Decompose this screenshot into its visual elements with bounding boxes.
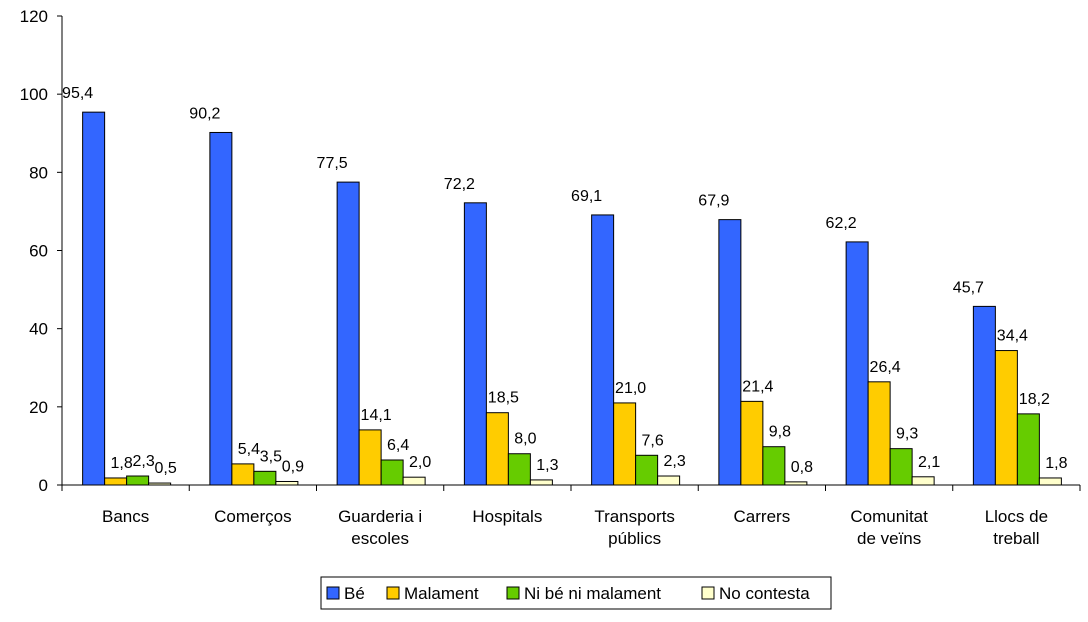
bar [994,350,1018,486]
bar [231,463,255,486]
data-label: 1,3 [536,457,558,474]
y-tick-label: 100 [20,85,48,104]
y-tick-label: 60 [29,242,48,261]
data-label: 0,5 [155,460,177,477]
bar [275,480,299,486]
data-label: 3,5 [260,448,282,465]
bar [635,454,659,486]
data-label: 2,3 [664,453,686,470]
data-label: 2,3 [133,453,155,470]
legend-swatch [326,586,340,600]
data-labels: 95,41,8 2,3 0,590,25,4 3,50,977,514,16,42,0… [62,85,1068,477]
legend-label: Bé [344,584,365,603]
bar [380,459,404,486]
data-label: 95,4 [62,85,93,102]
data-label: 45,7 [953,279,984,296]
data-label: 14,1 [361,407,392,424]
bar [762,446,786,486]
x-tick-label: Carrers [734,507,791,526]
y-tick-label: 20 [29,398,48,417]
data-label: 7,6 [642,432,664,449]
data-label: 67,9 [698,193,729,210]
bar [972,305,996,486]
bar [529,479,553,486]
data-label: 9,8 [769,424,791,441]
x-tick-label: de veïns [857,529,921,548]
legend-label: Ni bé ni malament [524,584,661,603]
bar [126,475,150,486]
legend-swatch [506,586,520,600]
x-tick-label: escoles [351,529,409,548]
bar [358,429,382,486]
bar [718,219,742,486]
bar [507,453,531,486]
chart-legend: Bé Malament Ni bé ni malament No contesta [320,576,832,610]
bar [889,448,913,486]
legend-label: No contesta [719,584,810,603]
data-label: 8,0 [514,431,536,448]
data-label: 1,8 [1045,455,1067,472]
data-label: 6,4 [387,437,409,454]
x-tick-label: Llocs de [985,507,1048,526]
data-label: 2,1 [918,454,940,471]
legend-swatch [701,586,715,600]
bar [253,470,277,486]
x-tick-label: Hospitals [472,507,542,526]
chart-bars [82,111,1062,486]
bar [104,477,128,486]
bar [463,202,487,486]
bar [784,481,808,486]
chart-axes: 0 20 40 60 80 100 120 Bancs Comerços Guarderia i e… [20,7,1081,548]
data-label: 21,4 [742,378,773,395]
bar [1038,477,1062,486]
bar [657,475,681,486]
data-label: 26,4 [870,359,901,376]
bar [402,476,426,486]
bar [591,214,615,486]
data-label: 34,4 [997,328,1028,345]
x-tick-label: Comunitat [850,507,928,526]
bar [740,400,764,486]
y-tick-label: 0 [39,476,48,495]
data-label: 1,8 [111,455,133,472]
bar [336,181,360,486]
bar [82,111,106,486]
bar [867,381,891,486]
x-tick-label: Bancs [102,507,149,526]
x-tick-label: Transports [594,507,675,526]
x-tick-label: Guarderia i [338,507,422,526]
legend-box [320,576,832,610]
data-label: 72,2 [444,176,475,193]
data-label: 90,2 [189,105,220,122]
legend-swatch [386,586,400,600]
data-label: 0,8 [791,459,813,476]
data-label: 69,1 [571,188,602,205]
x-tick-label: Comerços [214,507,291,526]
data-label: 77,5 [317,155,348,172]
legend-label: Malament [404,584,479,603]
data-label: 18,5 [488,390,519,407]
data-label: 62,2 [826,215,857,232]
bar [485,412,509,486]
data-label: 2,0 [409,454,431,471]
x-tick-label: públics [608,529,661,548]
bar [911,476,935,486]
bar [845,241,869,486]
bar [209,131,233,486]
data-label: 0,9 [282,458,304,475]
bar [148,482,172,486]
y-tick-label: 80 [29,163,48,182]
data-label: 18,2 [1019,391,1050,408]
x-tick-label: treball [993,529,1039,548]
y-tick-label: 40 [29,320,48,339]
data-label: 9,3 [896,426,918,443]
y-tick-label: 120 [20,7,48,26]
data-label: 21,0 [615,380,646,397]
bar [613,402,637,486]
data-label: 5,4 [238,441,260,458]
bar [1016,413,1040,486]
